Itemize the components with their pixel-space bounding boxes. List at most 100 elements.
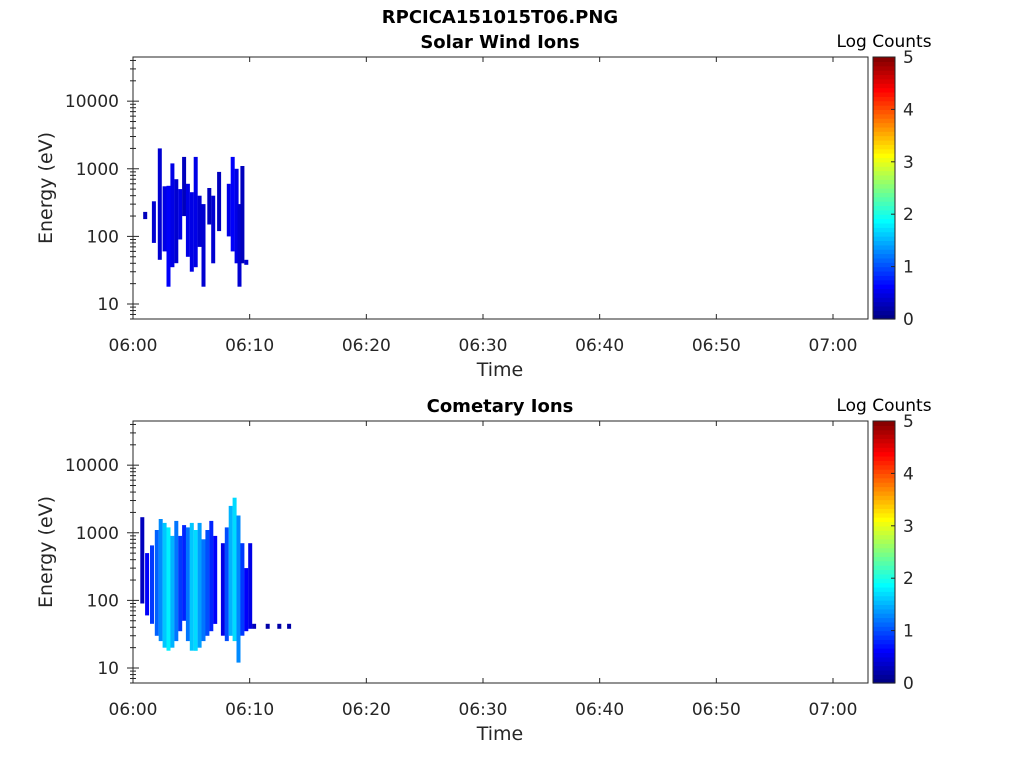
colorbar-segment	[873, 421, 895, 426]
y-tick-label: 1000	[76, 160, 119, 180]
colorbar-segment	[873, 240, 895, 246]
colorbar-segment	[873, 678, 895, 684]
heatmap-cell	[158, 519, 163, 642]
colorbar-segment	[873, 617, 895, 623]
y-axis-label: Energy (eV)	[35, 132, 57, 244]
colorbar-segment	[873, 477, 895, 483]
heatmap-cell	[162, 186, 167, 252]
colorbar-segment	[873, 227, 895, 233]
colorbar-segment	[873, 665, 895, 671]
colorbar-segment	[873, 105, 895, 110]
colorbar-segment	[873, 257, 895, 263]
colorbar-tick-label: 2	[903, 205, 914, 225]
heatmap-cell	[277, 623, 282, 629]
colorbar-segment	[873, 126, 895, 132]
colorbar-segment	[873, 266, 895, 272]
heatmap-cell	[193, 156, 198, 268]
colorbar-segment	[873, 560, 895, 566]
colorbar-segment	[873, 113, 895, 119]
colorbar-segment	[873, 183, 895, 189]
colorbar-segment	[873, 578, 895, 584]
x-tick-label: 06:00	[109, 336, 158, 356]
colorbar-segment	[873, 249, 895, 255]
cometary-panel: Cometary Ions 06:00 06:10 06:20 06:30 06:40 0…	[35, 396, 932, 745]
colorbar-segment	[873, 209, 895, 215]
heatmap-cell	[162, 522, 167, 648]
colorbar-segment	[873, 425, 895, 431]
heatmap-cell	[151, 201, 156, 243]
heatmap-cell	[211, 195, 216, 264]
colorbar-segment	[873, 604, 895, 610]
colorbar-segment	[873, 534, 895, 540]
colorbar-tick-label: 3	[903, 153, 914, 173]
heatmap-cell	[217, 171, 222, 232]
heatmap-cell	[205, 530, 210, 636]
colorbar-segment	[873, 174, 895, 180]
heatmap-cell	[244, 568, 249, 632]
y-tick-label: 100	[87, 227, 119, 247]
colorbar-segment	[873, 192, 895, 198]
colorbar-segment	[873, 473, 895, 479]
colorbar-segment	[873, 556, 895, 562]
heatmap-cell	[201, 539, 206, 642]
heatmap-cell	[234, 168, 239, 264]
x-axis-label: Time	[476, 359, 524, 381]
colorbar-segment	[873, 57, 895, 62]
colorbar-segment	[873, 552, 895, 557]
colorbar-segment	[873, 314, 895, 320]
colorbar-segment	[873, 482, 895, 488]
colorbar-segment	[873, 288, 895, 294]
colorbar-segment	[873, 503, 895, 509]
heatmap-cell	[178, 535, 183, 632]
colorbar-segment	[873, 499, 895, 505]
colorbar-segment	[873, 652, 895, 658]
x-tick-label: 07:00	[809, 700, 858, 720]
colorbar-segment	[873, 65, 895, 71]
colorbar-segment	[873, 188, 895, 193]
colorbar-segment	[873, 253, 895, 259]
colorbar-segment	[873, 586, 895, 592]
colorbar-segment	[873, 74, 895, 80]
heatmap-cell	[230, 156, 235, 252]
colorbar-segment	[873, 595, 895, 601]
colorbar-segment	[873, 521, 895, 527]
y-tick-label: 100	[87, 591, 119, 611]
colorbar-segment	[873, 656, 895, 662]
colorbar-tick-label: 3	[903, 517, 914, 537]
colorbar-tick-label: 4	[903, 100, 914, 120]
y-tick-label: 1000	[76, 524, 119, 544]
heatmap-cell	[157, 148, 162, 260]
colorbar-segment	[873, 170, 895, 176]
colorbar-segment	[873, 91, 895, 97]
heatmap-cell	[189, 522, 194, 651]
colorbar-segment	[873, 109, 895, 115]
colorbar-segment	[873, 639, 895, 645]
heatmap-cell	[178, 189, 183, 240]
heatmap-cell	[232, 497, 237, 642]
colorbar-segment	[873, 83, 895, 89]
colorbar-tick-label: 1	[903, 258, 914, 278]
y-tick-label: 10000	[65, 92, 119, 112]
x-tick-label: 06:50	[692, 336, 741, 356]
heatmap-cell	[185, 527, 190, 642]
colorbar-segment	[873, 530, 895, 536]
colorbar-segment	[873, 565, 895, 571]
colorbar-segment	[873, 201, 895, 207]
x-tick-label: 06:40	[575, 336, 624, 356]
colorbar-segment	[873, 621, 895, 627]
figure-title: RPCICA151015T06.PNG	[381, 7, 619, 28]
colorbar-segment	[873, 179, 895, 185]
colorbar-segment	[873, 87, 895, 93]
colorbar-segment	[873, 157, 895, 163]
colorbar-segment	[873, 442, 895, 448]
heatmap-cell	[287, 623, 292, 629]
colorbar-segment	[873, 214, 895, 220]
heatmap-cell	[240, 543, 245, 636]
colorbar-segment	[873, 591, 895, 597]
colorbar-segment	[873, 297, 895, 303]
colorbar-segment	[873, 661, 895, 667]
heatmap-cell	[170, 163, 175, 268]
colorbar-segment	[873, 455, 895, 461]
heatmap-cell	[154, 530, 159, 636]
